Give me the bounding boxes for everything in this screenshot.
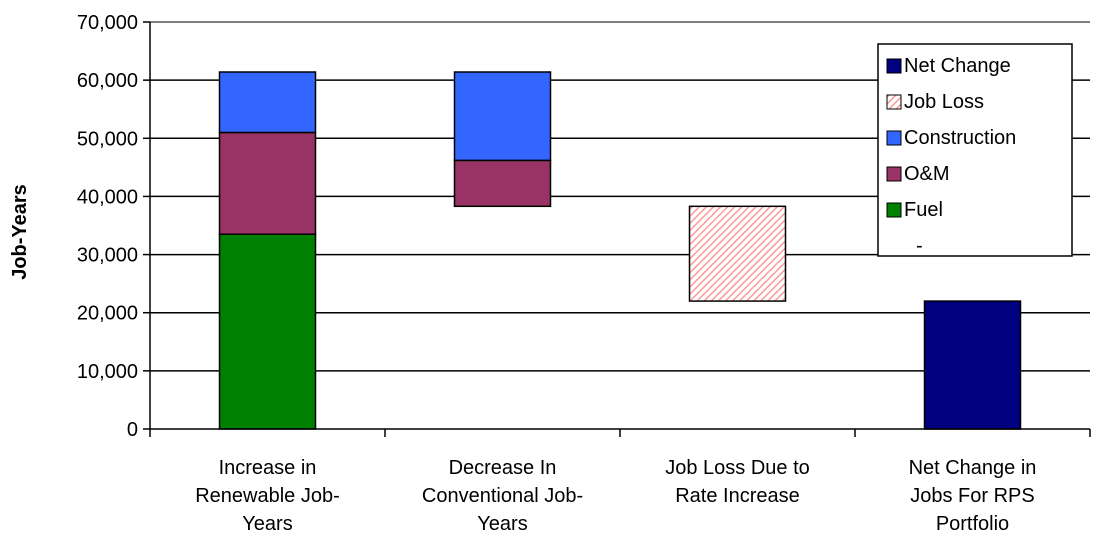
axes: 0 10,000 20,000 30,000 40,000 50,000 60,000 70,… bbox=[77, 12, 1091, 535]
legend-label: Job Loss bbox=[904, 91, 984, 113]
bar-segment-o-m bbox=[218, 131, 317, 235]
x-tick-label: Decrease In Conventional Job-Years bbox=[422, 457, 583, 535]
y-tick-label: 30,000 bbox=[77, 245, 138, 267]
legend-label: - bbox=[916, 235, 923, 257]
legend: Net Change Job Loss Construction O&M Fuel - bbox=[877, 43, 1073, 257]
legend-label: Fuel bbox=[904, 199, 943, 221]
bar-segment-net-change bbox=[923, 300, 1022, 430]
y-tick-label: 50,000 bbox=[77, 128, 138, 150]
legend-swatch bbox=[886, 58, 902, 74]
bar-segment-fuel bbox=[218, 233, 317, 430]
y-axis-label: Job-Years bbox=[9, 184, 31, 280]
x-tick-label: Net Change in Jobs For RPS Portfolio bbox=[909, 457, 1037, 535]
y-tick-label: 20,000 bbox=[77, 303, 138, 325]
bar-segment-construction bbox=[453, 71, 552, 162]
legend-swatch bbox=[886, 130, 902, 146]
bars bbox=[218, 71, 1022, 430]
legend-box bbox=[877, 43, 1073, 257]
legend-label: Construction bbox=[904, 127, 1016, 149]
x-tick-label: Job Loss Due to Rate Increase bbox=[665, 457, 810, 507]
y-tick-label: 10,000 bbox=[77, 361, 138, 383]
legend-label: O&M bbox=[904, 163, 950, 185]
y-tick-label: 60,000 bbox=[77, 70, 138, 92]
y-tick-label: 70,000 bbox=[77, 12, 138, 34]
bar-segment-job-loss bbox=[688, 205, 787, 302]
legend-label: Net Change bbox=[904, 55, 1011, 77]
legend-swatch bbox=[886, 94, 902, 110]
y-tick-label: 40,000 bbox=[77, 186, 138, 208]
legend-swatch bbox=[886, 166, 902, 182]
legend-swatch bbox=[886, 202, 902, 218]
x-tick-label: Increase in Renewable Job-Years bbox=[195, 457, 340, 535]
bar-segment-construction bbox=[218, 71, 317, 134]
y-tick-label: 0 bbox=[127, 419, 138, 441]
bar-segment-o-m bbox=[453, 159, 552, 208]
